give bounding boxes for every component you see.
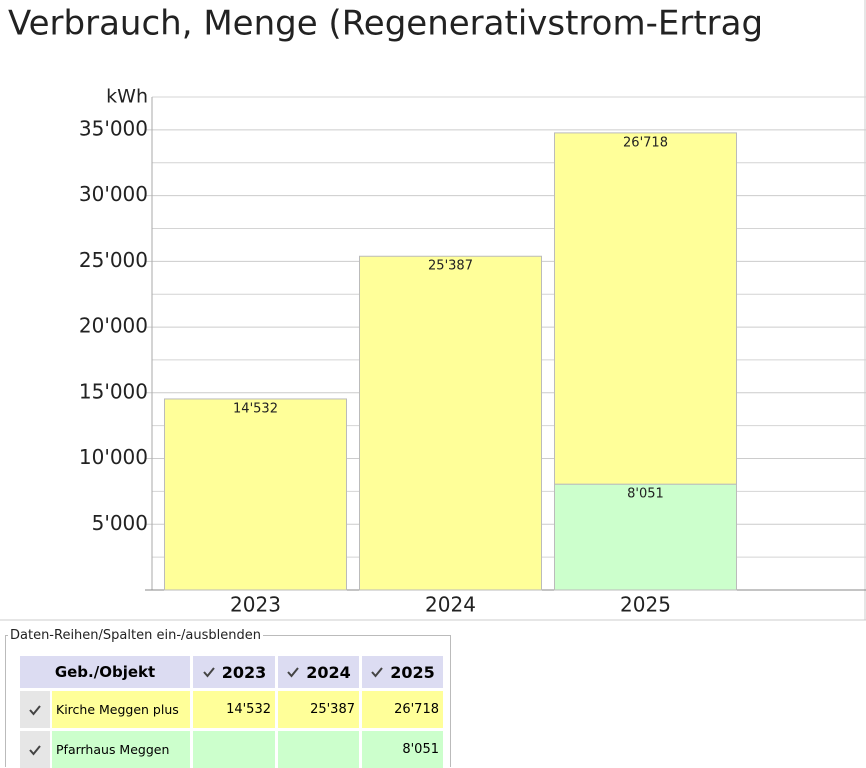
check-icon[interactable]: [28, 703, 42, 717]
value-cell: 8'051: [362, 731, 443, 768]
check-icon[interactable]: [286, 665, 300, 679]
value-cell: 14'532: [193, 691, 275, 728]
y-tick-label: 30'000: [79, 182, 148, 206]
row-name: Kirche Meggen plus: [52, 691, 190, 728]
row-toggle[interactable]: [20, 691, 50, 728]
y-tick-label: 5'000: [92, 511, 148, 535]
toggle-legend: Daten-Reihen/Spalten ein-/ausblenden: [10, 628, 261, 643]
x-tick-label: 2023: [230, 593, 281, 617]
column-header[interactable]: 2024: [278, 656, 359, 688]
y-tick-label: 10'000: [79, 445, 148, 469]
y-tick-label: 15'000: [79, 379, 148, 403]
row-name: Pfarrhaus Meggen: [52, 731, 190, 768]
value-label: 14'532: [233, 401, 278, 416]
value-cell: [278, 731, 359, 768]
check-icon[interactable]: [202, 665, 216, 679]
column-header[interactable]: 2025: [362, 656, 443, 688]
y-axis-label: kWh: [106, 86, 148, 108]
value-cell: 26'718: [362, 691, 443, 728]
bar-segment: [554, 132, 737, 485]
bar-segment: [359, 255, 542, 591]
column-header[interactable]: 2023: [193, 656, 275, 688]
value-cell: 25'387: [278, 691, 359, 728]
value-label: 26'718: [623, 135, 668, 150]
series-toggle: Daten-Reihen/Spalten ein-/ausblenden: [5, 628, 451, 767]
x-tick-label: 2024: [425, 593, 476, 617]
y-tick-label: 25'000: [79, 248, 148, 272]
y-tick-label: 35'000: [79, 116, 148, 140]
chart-title: Verbrauch, Menge (Regenerativstrom-Ertra…: [8, 4, 763, 44]
bar-segment: [164, 398, 347, 591]
value-label: 8'051: [627, 487, 664, 502]
chart: Verbrauch, Menge (Regenerativstrom-Ertra…: [0, 0, 866, 621]
check-icon[interactable]: [370, 665, 384, 679]
check-icon[interactable]: [28, 743, 42, 757]
y-tick-label: 20'000: [79, 314, 148, 338]
header-cell: Geb./Objekt: [20, 656, 190, 688]
row-toggle[interactable]: [20, 731, 50, 768]
value-cell: [193, 731, 275, 768]
value-label: 25'387: [428, 259, 473, 274]
x-tick-label: 2025: [620, 593, 671, 617]
